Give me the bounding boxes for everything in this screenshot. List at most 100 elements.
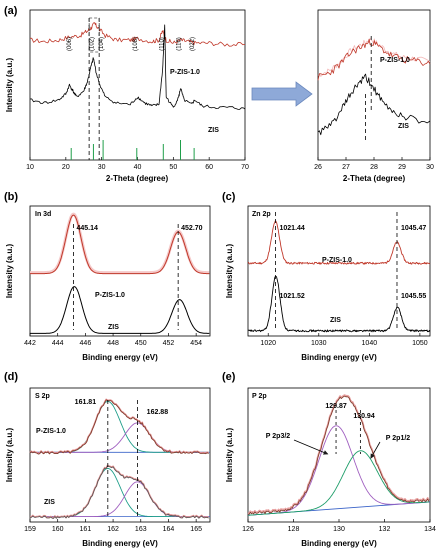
peak-label-a-5: (116) — [177, 37, 183, 51]
x-tick-label-d-5: 164 — [163, 526, 175, 533]
xlabel-a: 2-Theta (degree) — [106, 174, 169, 183]
envelope-e — [247, 395, 430, 515]
series-line-b-0 — [30, 214, 210, 275]
series-line-a-pzis — [29, 22, 246, 47]
x-tick-label-b-4: 450 — [135, 340, 147, 347]
x-tick-label-e-1: 128 — [288, 526, 300, 533]
plot-area-c: 1020 1030 1040 1050 1021.44 1021.52 1045.47 104… — [247, 212, 431, 347]
raw-e — [247, 394, 430, 515]
arrow-e-0 — [293, 439, 329, 455]
title-d: S 2p — [35, 393, 50, 400]
component-d-1-1 — [30, 481, 209, 518]
x-tick-label-a-2: 30 — [98, 164, 106, 171]
x-tick-label-d-3: 162 — [107, 526, 119, 533]
peak-label-c-top-1: 1045.47 — [401, 225, 426, 232]
x-tick-label-e-4: 134 — [424, 526, 436, 533]
zoom-box-a — [88, 17, 100, 53]
raw-d-0 — [29, 398, 210, 455]
x-tick-label-c-3: 1050 — [412, 340, 428, 347]
x-tick-label-b-0: 442 — [24, 340, 36, 347]
panel-label-d: (d) — [4, 371, 18, 383]
panel-label-e: (e) — [222, 371, 236, 383]
peak-label-e-1: 130.94 — [353, 413, 375, 420]
x-tick-label-d-2: 161 — [80, 526, 92, 533]
panel-label-c: (c) — [222, 191, 236, 203]
series-label-c-zis: ZIS — [330, 317, 341, 324]
panel-label-a: (a) — [4, 5, 18, 17]
x-tick-label-b-3: 448 — [107, 340, 119, 347]
x-tick-label-d-0: 159 — [24, 526, 36, 533]
peak-label-d-1: 162.88 — [147, 409, 169, 416]
x-tick-label-b-5: 452 — [163, 340, 175, 347]
peak-label-c-bottom-0: 1021.52 — [280, 293, 305, 300]
x-tick-label-b-2: 446 — [80, 340, 92, 347]
series-label-a-pzis: P-ZIS-1.0 — [170, 69, 200, 76]
plot-area-b: 442 444 446 448 450 452 454 445.14 452.70 — [24, 212, 211, 347]
series-band-b — [29, 212, 211, 275]
xlabel-c: Binding energy (eV) — [301, 353, 377, 362]
x-tick-label-a-4: 50 — [169, 164, 177, 171]
envelope-d-1 — [29, 465, 209, 519]
xlabel-b: Binding energy (eV) — [82, 353, 158, 362]
xlabel-d: Binding energy (eV) — [82, 539, 158, 548]
x-tick-label-c-2: 1040 — [362, 340, 378, 347]
x-tick-label-az-4: 30 — [426, 164, 434, 171]
series-label-az-pzis: P-ZIS-1.0 — [380, 57, 410, 64]
peak-label-a-1: (102) — [89, 37, 95, 51]
envelope-d-0 — [29, 399, 209, 455]
arrow-e-1 — [370, 441, 381, 459]
plot-area-a: 10 20 30 40 50 60 70 (006) (102) (104) (108) (110) (… — [26, 17, 249, 171]
peak-label-c-top-0: 1021.44 — [280, 225, 305, 232]
plot-frame-a — [29, 9, 246, 161]
series-line-b-1 — [30, 286, 210, 334]
x-tick-label-a-3: 40 — [134, 164, 142, 171]
series-label-d-zis: ZIS — [44, 499, 55, 506]
title-e: P 2p — [252, 393, 267, 400]
x-tick-label-b-6: 454 — [190, 340, 202, 347]
x-tick-label-e-3: 132 — [379, 526, 391, 533]
series-line-az-pzis — [317, 38, 431, 81]
peak-label-e-0: 129.87 — [325, 403, 347, 410]
peak-label-b-0: 445.14 — [76, 225, 98, 232]
x-tick-label-e-2: 130 — [333, 526, 345, 533]
x-tick-label-d-6: 165 — [190, 526, 202, 533]
series-line-c-0 — [247, 220, 431, 265]
plot-frame-d — [29, 387, 211, 523]
component-label-e-0: P 2p3/2 — [266, 433, 290, 440]
plot-area-e: 126 128 130 132 134 129.87 130.94 P 2p3/2 P 2p1/… — [242, 394, 436, 533]
component-label-e-1: P 2p1/2 — [386, 435, 410, 442]
peak-label-a-0: (006) — [67, 37, 73, 51]
peak-label-d-0: 161.81 — [75, 399, 97, 406]
series-line-c-1 — [247, 276, 431, 333]
series-line-az-zis — [317, 73, 431, 136]
x-tick-label-c-0: 1020 — [260, 340, 276, 347]
series-label-c-pzis: P-ZIS-1.0 — [322, 257, 352, 264]
zoom-arrow — [251, 81, 313, 107]
ylabel-a: Intensity (a.u.) — [5, 58, 14, 113]
title-c: Zn 2p — [252, 211, 271, 218]
component-e-1 — [247, 450, 429, 516]
series-label-a-zis: ZIS — [208, 127, 219, 134]
peak-label-b-1: 452.70 — [181, 225, 203, 232]
plot-frame-b — [29, 205, 211, 337]
x-tick-label-az-0: 26 — [314, 164, 322, 171]
ylabel-d: Intensity (a.u.) — [5, 428, 14, 483]
x-tick-label-e-0: 126 — [242, 526, 254, 533]
series-line-a-zis — [29, 24, 246, 110]
ylabel-b: Intensity (a.u.) — [5, 244, 14, 299]
title-b: In 3d — [35, 211, 51, 218]
x-tick-label-a-1: 20 — [62, 164, 70, 171]
plot-frame-c — [247, 205, 431, 337]
x-tick-label-d-4: 163 — [135, 526, 147, 533]
component-d-1-0 — [30, 467, 209, 518]
series-label-d-pzis: P-ZIS-1.0 — [36, 428, 66, 435]
x-tick-label-c-1: 1030 — [311, 340, 327, 347]
series-label-az-zis: ZIS — [398, 123, 409, 130]
plot-area-d: 159 160 161 162 163 164 165 161.81 162.88 — [24, 398, 210, 533]
peak-label-a-6: (022) — [190, 37, 196, 51]
xlabel-a-zoom: 2-Theta (degree) — [343, 174, 406, 183]
x-tick-label-az-1: 27 — [342, 164, 350, 171]
peak-label-a-3: (108) — [133, 37, 139, 51]
x-tick-label-az-3: 29 — [398, 164, 406, 171]
